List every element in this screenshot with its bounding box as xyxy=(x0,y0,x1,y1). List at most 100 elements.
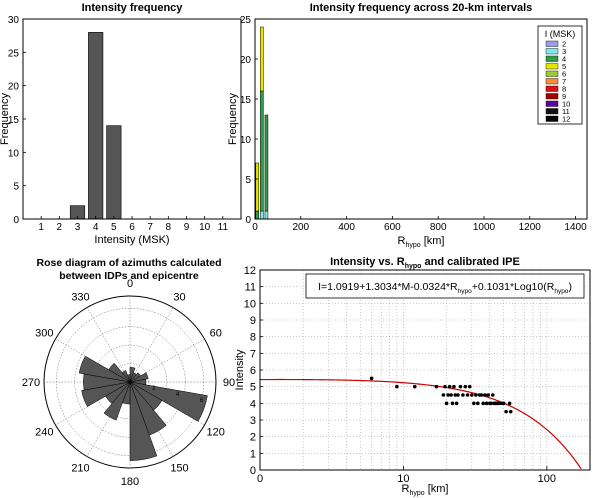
legend-title: I (MSK) xyxy=(545,29,576,39)
ipe-point xyxy=(456,393,460,397)
ipe-ytick-label: 10 xyxy=(244,298,256,310)
ipe-ytick-label: 8 xyxy=(250,332,256,344)
legend-swatch xyxy=(545,40,559,47)
stacked-ytick-label: 20 xyxy=(240,55,252,66)
rose-sector xyxy=(129,381,208,422)
ipe-point xyxy=(486,393,490,397)
ipe-point xyxy=(458,384,463,389)
legend-swatch xyxy=(545,55,559,62)
legend-label: 9 xyxy=(562,92,566,101)
rose-sector xyxy=(81,381,131,407)
rose-angle-label: 300 xyxy=(35,328,53,340)
rose-angle-label: 270 xyxy=(22,377,40,389)
ipe-point xyxy=(395,384,399,389)
legend-swatch xyxy=(545,48,559,55)
legend-swatch xyxy=(545,78,559,85)
stacked-bar-segment xyxy=(260,90,264,212)
ipe-point xyxy=(475,401,480,406)
histogram-ytick-label: 0 xyxy=(13,215,19,226)
histogram-xtick-label: 4 xyxy=(93,222,99,233)
ipe-point xyxy=(508,409,513,414)
legend-label: 6 xyxy=(562,70,566,79)
rose-sector xyxy=(78,355,131,383)
ipe-curve xyxy=(259,378,582,470)
ipe-point xyxy=(452,384,456,389)
rose-angle-label: 180 xyxy=(121,476,139,488)
stacked-bar-segment xyxy=(260,210,264,220)
ipe-point xyxy=(496,401,501,406)
stacked-xtick-label: 400 xyxy=(338,222,355,233)
legend-swatch xyxy=(545,108,559,115)
stacked-bar-segment xyxy=(255,162,260,212)
rose-sector xyxy=(103,381,131,421)
ipe-point xyxy=(484,401,489,406)
stacked-panel: Intensity frequency across 20-km interva… xyxy=(227,2,588,249)
equation-box: I=1.0919+1.3034*M-0.0324*Rhypo+0.1031*Lo… xyxy=(305,273,585,299)
ipe-ytick-label: 11 xyxy=(245,282,256,294)
ipe-point xyxy=(447,384,452,389)
ipe-point xyxy=(499,401,503,406)
ipe-point xyxy=(472,401,476,406)
histogram-ylabel: Frequency xyxy=(0,93,11,145)
ipe-ytick-label: 4 xyxy=(250,398,256,410)
histogram-panel: Intensity frequency 1 2 3 4 5 6 7 8 9 10 11 0 5 10 15 2… xyxy=(0,2,242,246)
histogram-xtick-label: 7 xyxy=(147,222,153,233)
rose-sector xyxy=(129,372,149,383)
rose-angle-label: 240 xyxy=(35,427,53,439)
stacked-title: Intensity frequency across 20-km interva… xyxy=(310,2,533,14)
histogram-title: Intensity frequency xyxy=(82,2,184,14)
stacked-xtick-label: 600 xyxy=(384,222,401,233)
ipe-point xyxy=(444,401,449,406)
rose-sector xyxy=(129,381,158,461)
histogram-xtick-label: 2 xyxy=(57,222,63,233)
rose-angle-label: 60 xyxy=(210,328,222,340)
ipe-point xyxy=(479,393,484,397)
rose-sector xyxy=(121,370,131,383)
histogram-bar xyxy=(88,32,104,220)
rose-title-line2: between IDPs and epicentre xyxy=(59,270,199,282)
ipe-point xyxy=(449,393,453,397)
stacked-ytick-label: 5 xyxy=(245,175,251,186)
stacked-xtick-label: 1000 xyxy=(473,222,496,233)
rose-panel: Rose diagram of azimuths calculated betw… xyxy=(22,257,235,488)
histogram-ytick-label: 20 xyxy=(8,82,20,93)
ipe-point xyxy=(443,384,447,389)
ipe-point xyxy=(504,409,508,414)
ipe-ytick-label: 6 xyxy=(250,365,256,377)
stacked-ylabel: Frequency xyxy=(227,93,239,145)
ipe-point xyxy=(490,393,495,397)
ipe-ylabel: Intensity xyxy=(234,349,246,390)
ipe-ytick-label: 2 xyxy=(250,432,256,444)
stacked-bar-segment xyxy=(260,26,264,92)
ipe-point xyxy=(450,401,455,406)
stacked-ytick-label: 15 xyxy=(240,95,252,106)
ipe-ytick-label: 3 xyxy=(250,415,256,427)
ipe-point xyxy=(470,393,474,397)
ipe-point xyxy=(465,393,470,397)
ipe-ytick-label: 5 xyxy=(250,382,256,394)
ipe-panel: Intensity vs. Rhypo and calibrated IPE 0… xyxy=(234,256,591,497)
ipe-point xyxy=(474,393,478,397)
ipe-xtick-label: 10 xyxy=(397,473,409,485)
histogram-xtick-label: 3 xyxy=(75,222,81,233)
histogram-xtick-label: 8 xyxy=(166,222,172,233)
rose-radial-label: 6 xyxy=(200,398,204,404)
ipe-point xyxy=(467,384,472,389)
stacked-bar-segment xyxy=(264,114,269,212)
histogram-bar xyxy=(106,125,122,220)
rose-angle-label: 210 xyxy=(71,463,89,475)
histogram-xlabel: Intensity (MSK) xyxy=(94,234,169,246)
rose-angle-label: 150 xyxy=(170,463,188,475)
histogram-ytick-label: 15 xyxy=(8,115,20,126)
ipe-point xyxy=(412,384,417,389)
legend-label: 5 xyxy=(562,62,566,71)
legend-label: 7 xyxy=(562,77,566,86)
equation-text: I=1.0919+1.3034*M-0.0324*Rhypo+0.1031*Lo… xyxy=(318,281,572,295)
histogram-ytick-label: 10 xyxy=(8,148,20,159)
histogram-ytick-label: 5 xyxy=(13,182,19,193)
stacked-xlabel: Rhypo [km] xyxy=(398,235,445,249)
histogram-ytick-label: 30 xyxy=(8,15,20,26)
ipe-point xyxy=(453,393,458,397)
